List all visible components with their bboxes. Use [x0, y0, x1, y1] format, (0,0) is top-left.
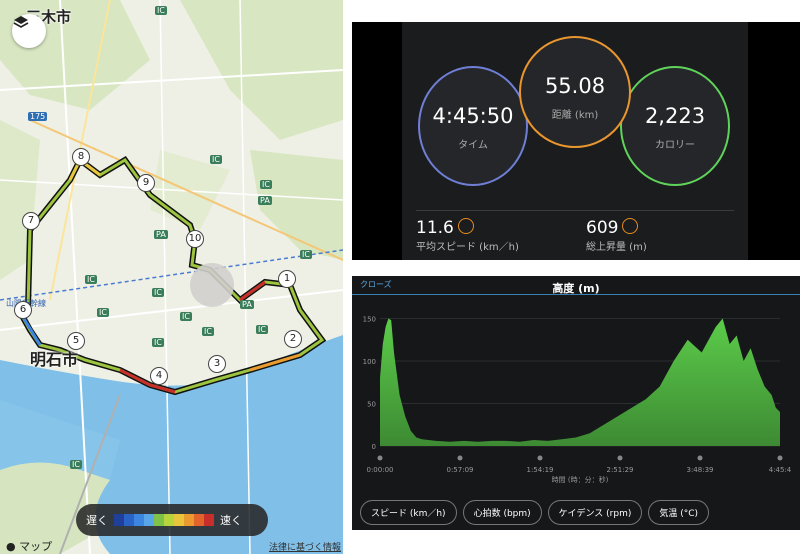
layers-button[interactable]	[12, 14, 46, 48]
ic-badge: IC	[202, 327, 214, 336]
route-marker[interactable]: 4	[150, 367, 168, 385]
y-tick-label: 100	[363, 358, 376, 366]
avg-speed-label: 平均スピード (km／h)	[416, 242, 519, 253]
distance-ring: 55.08 距離 (km)	[519, 36, 631, 148]
elevation-header: クローズ 高度 (m)	[352, 276, 800, 295]
legend-swatch	[124, 514, 134, 526]
x-tick-dot	[537, 455, 543, 461]
x-tick-label: 3:48:39	[687, 466, 714, 474]
divider	[416, 210, 734, 211]
map-canvas	[0, 0, 343, 554]
route-marker[interactable]: 3	[208, 355, 226, 373]
x-tick-dot	[777, 455, 783, 461]
x-tick-dot	[697, 455, 703, 461]
route-badge: 175	[28, 112, 48, 121]
legend-fast-label: 速く	[220, 514, 242, 527]
ic-badge: IC	[70, 460, 82, 469]
layers-icon	[13, 16, 29, 28]
ic-badge: IC	[85, 275, 97, 284]
time-label: タイム	[458, 140, 488, 151]
ic-badge: IC	[260, 180, 272, 189]
legend-swatch	[134, 514, 144, 526]
city-label-akashi: 明石市	[30, 350, 79, 369]
legend-slow-label: 遅く	[86, 514, 108, 527]
route-marker[interactable]: 5	[67, 332, 85, 350]
route-marker[interactable]: 1	[278, 270, 296, 288]
route-marker[interactable]: 9	[137, 174, 155, 192]
metric-tabs: スピード (km／h) 心拍数 (bpm) ケイデンス (rpm) 気温 (°C…	[360, 500, 710, 525]
ascent-label: 総上昇量 (m)	[586, 242, 647, 253]
pa-badge: PA	[240, 300, 254, 309]
x-tick-label: 0:00:00	[367, 466, 394, 474]
route-marker[interactable]: 6	[14, 301, 32, 319]
speed-legend: 遅く 速く	[76, 504, 268, 536]
tab-temperature[interactable]: 気温 (°C)	[648, 500, 710, 525]
ic-badge: IC	[300, 250, 312, 259]
legend-swatch	[194, 514, 204, 526]
activity-stats-panel: 4:45:50 タイム 2,223 カロリー 55.08 距離 (km) 11.…	[352, 22, 800, 260]
ic-badge: IC	[97, 308, 109, 317]
legend-swatch	[154, 514, 164, 526]
legend-swatch	[114, 514, 124, 526]
tab-cadence[interactable]: ケイデンス (rpm)	[547, 500, 643, 525]
legal-link[interactable]: 法律に基づく情報	[269, 543, 342, 553]
ic-badge: IC	[152, 338, 164, 347]
route-map[interactable]: 三木市 明石市 175 IC IC IC IC IC IC IC IC IC I…	[0, 0, 343, 554]
calories-ring: 2,223 カロリー	[620, 66, 730, 186]
y-tick-label: 50	[367, 401, 376, 409]
tab-heart-rate[interactable]: 心拍数 (bpm)	[462, 500, 542, 525]
avg-speed-value: 11.6	[416, 218, 454, 238]
ic-badge: IC	[256, 325, 268, 334]
ic-badge: IC	[210, 155, 222, 164]
y-tick-label: 0	[372, 443, 376, 451]
x-tick-dot	[457, 455, 463, 461]
tab-speed[interactable]: スピード (km／h)	[360, 500, 457, 525]
x-tick-label: 1:54:19	[527, 466, 554, 474]
route-marker[interactable]: 10	[186, 230, 204, 248]
x-tick-dot	[617, 455, 623, 461]
legend-swatch	[184, 514, 194, 526]
legend-swatch	[204, 514, 214, 526]
ascent-value: 609	[586, 218, 619, 238]
attribution-text: マップ	[19, 540, 53, 553]
legend-swatch	[164, 514, 174, 526]
legend-swatch	[144, 514, 154, 526]
close-link[interactable]: クローズ	[360, 280, 392, 289]
pa-badge: PA	[258, 196, 272, 205]
calories-value: 2,223	[644, 104, 706, 128]
ic-badge: IC	[152, 288, 164, 297]
x-axis-label: 時間 (時：分：秒)	[552, 475, 609, 484]
x-tick-dot	[377, 455, 383, 461]
ic-badge: IC	[180, 312, 192, 321]
apple-logo-icon: ●	[6, 540, 16, 553]
x-tick-label: 4:45:4	[769, 466, 792, 474]
pulse-icon	[457, 218, 474, 234]
pulse-icon	[622, 218, 639, 234]
x-tick-label: 0:57:09	[447, 466, 474, 474]
distance-label: 距離 (km)	[551, 110, 599, 121]
y-tick-label: 150	[363, 316, 376, 324]
elevation-area	[380, 318, 780, 446]
route-marker[interactable]: 7	[22, 212, 40, 230]
speed-color-bar	[114, 514, 214, 526]
pa-badge: PA	[154, 230, 168, 239]
route-marker[interactable]: 8	[72, 148, 90, 166]
stats-inner: 4:45:50 タイム 2,223 カロリー 55.08 距離 (km) 11.…	[402, 22, 748, 260]
elevation-chart: 150 100 50 0 0:00:00 0:57:09 1:54:19 2:51:29 3:4…	[363, 316, 792, 485]
time-value: 4:45:50	[432, 104, 514, 128]
calories-label: カロリー	[655, 140, 695, 151]
time-ring: 4:45:50 タイム	[418, 66, 528, 186]
ascent-stat: 609 総上昇量 (m)	[586, 218, 647, 253]
x-tick-label: 2:51:29	[607, 466, 634, 474]
elevation-title: 高度 (m)	[552, 282, 600, 295]
ic-badge: IC	[155, 6, 167, 15]
legend-swatch	[174, 514, 184, 526]
avg-speed-stat: 11.6 平均スピード (km／h)	[416, 218, 519, 253]
maps-attribution: ● マップ	[6, 538, 52, 554]
elevation-panel: クローズ 高度 (m) 150 100 50 0 0:00:00 0:57:09 1:54:…	[352, 276, 800, 530]
route-marker[interactable]: 2	[284, 330, 302, 348]
distance-value: 55.08	[544, 74, 606, 98]
